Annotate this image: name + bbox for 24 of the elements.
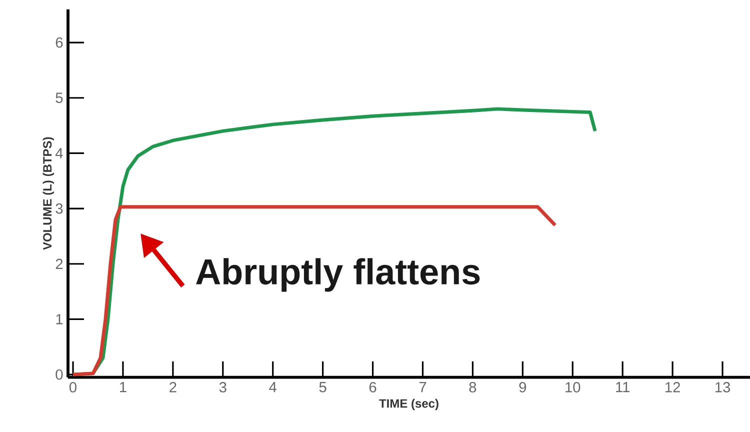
- y-tick-label: 5: [56, 92, 63, 103]
- y-tick-label: 3: [56, 203, 63, 214]
- x-tick-label: 13: [715, 382, 730, 392]
- x-tick-label: 12: [666, 382, 680, 392]
- annotation: Abruptly flattens: [196, 258, 480, 292]
- y-tick-label: 4: [55, 148, 63, 158]
- y-tick-label: 2: [56, 258, 63, 269]
- y-tick-label: 0: [56, 369, 63, 380]
- x-tick-label: 9: [519, 382, 526, 392]
- x-tick-label: 8: [469, 382, 476, 392]
- x-tick-label: 4: [269, 382, 276, 392]
- x-tick-label: 11: [616, 382, 630, 392]
- x-tick-label: 7: [419, 382, 426, 392]
- x-axis-title: TIME (sec): [379, 398, 438, 410]
- y-tick-label: 6: [56, 37, 63, 48]
- x-tick-label: 5: [319, 382, 326, 392]
- x-tick-label: 0: [69, 382, 76, 392]
- y-axis-title: VOLUME (L) (BTPS): [42, 137, 54, 250]
- x-tick-label: 2: [170, 382, 176, 392]
- y-tick-label: 1: [56, 314, 63, 324]
- x-tick-label: 6: [369, 382, 376, 392]
- x-tick-label: 3: [219, 382, 226, 392]
- x-tick-label: 10: [566, 382, 580, 392]
- x-tick-label: 1: [120, 382, 126, 392]
